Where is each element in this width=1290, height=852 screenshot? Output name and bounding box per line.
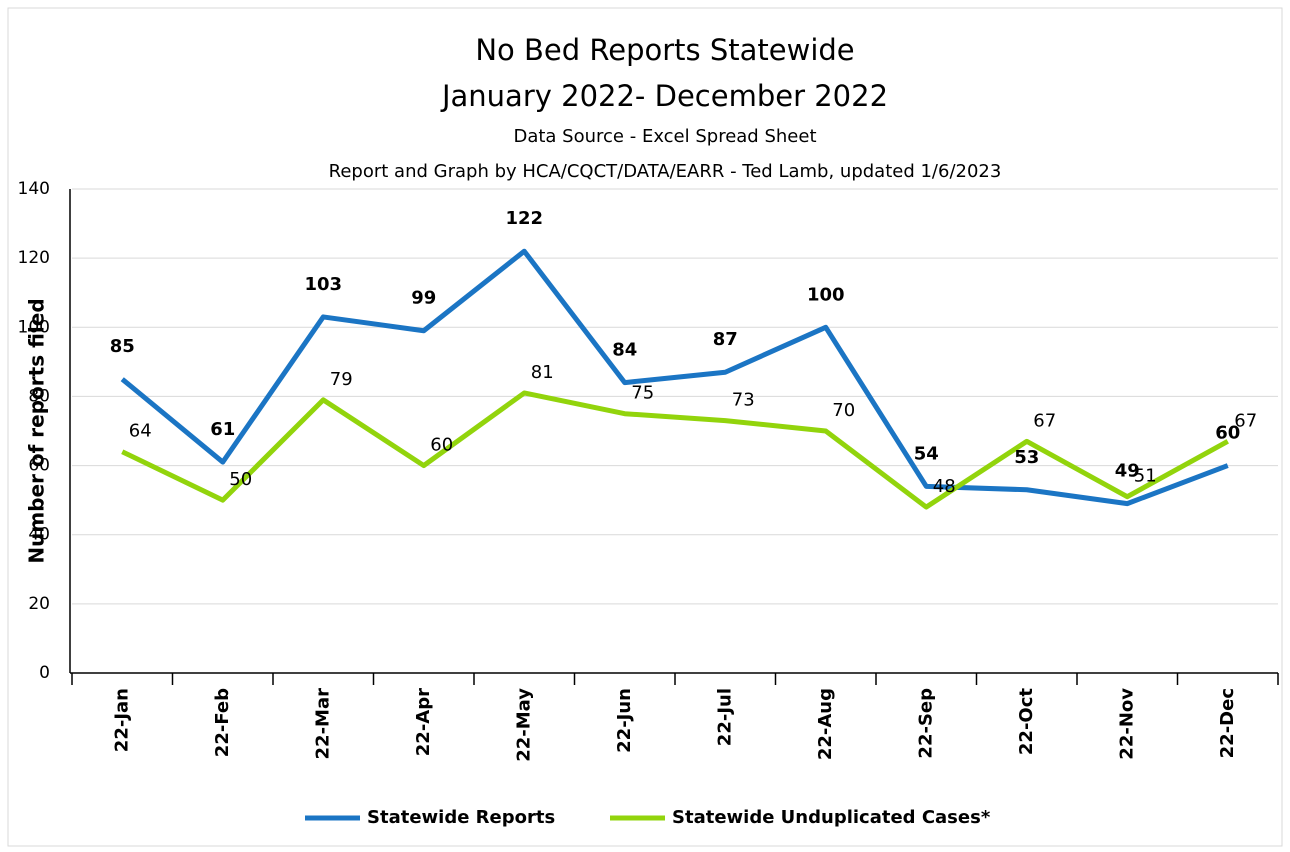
x-tick-label: 22-Oct	[1016, 688, 1037, 755]
x-tick-label: 22-Feb	[212, 688, 233, 757]
x-tick-label: 22-Sep	[915, 688, 936, 759]
data-label: 70	[832, 400, 855, 421]
x-tick-label: 22-Jul	[714, 688, 735, 746]
data-label: 67	[1033, 410, 1056, 431]
data-label: 85	[110, 336, 135, 357]
data-label: 60	[1215, 423, 1240, 444]
data-label: 61	[210, 419, 235, 440]
data-label: 99	[411, 288, 436, 309]
annotation: Report and Graph by HCA/CQCT/DATA/EARR -…	[329, 161, 1002, 182]
series-line	[120, 248, 1229, 507]
data-label: 79	[330, 369, 353, 390]
x-tick-label: 22-Apr	[413, 688, 434, 756]
chart-border	[7, 7, 1283, 847]
x-tick-label: 22-Dec	[1217, 688, 1238, 758]
y-tick-label: 140	[18, 179, 50, 199]
y-tick-label: 60	[28, 456, 50, 476]
data-label: 122	[505, 208, 543, 229]
y-tick-label: 0	[39, 663, 50, 683]
data-label: 81	[531, 362, 554, 383]
data-label: 100	[807, 284, 845, 305]
chart-title: No Bed Reports Statewide	[475, 33, 854, 67]
data-label: 49	[1115, 461, 1140, 482]
chart-subtitle: January 2022- December 2022	[440, 79, 888, 113]
annotation: Data Source - Excel Spread Sheet	[513, 126, 816, 147]
x-tick-label: 22-May	[513, 688, 534, 762]
x-tick-label: 22-Jan	[111, 688, 132, 752]
series-line	[121, 390, 1229, 510]
y-tick-label: 40	[28, 525, 50, 545]
data-label: 53	[1014, 447, 1039, 468]
data-label: 51	[1134, 466, 1157, 487]
x-tick-label: 22-Nov	[1116, 688, 1137, 760]
data-label: 73	[732, 390, 755, 411]
data-label: 64	[129, 421, 152, 442]
legend-label: Statewide Unduplicated Cases*	[672, 807, 991, 828]
data-label: 67	[1234, 410, 1257, 431]
legend-label: Statewide Reports	[367, 807, 555, 828]
x-tick-label: 22-Jun	[614, 688, 635, 753]
y-tick-label: 80	[28, 386, 50, 406]
data-label: 50	[229, 469, 252, 490]
data-label: 87	[713, 329, 738, 350]
y-axis-label: Number of reports filed	[25, 298, 49, 563]
data-label: 84	[612, 340, 637, 361]
x-tick-label: 22-Aug	[815, 688, 836, 760]
data-label: 54	[914, 443, 939, 464]
y-tick-label: 120	[18, 248, 50, 268]
data-label: 103	[304, 274, 342, 295]
x-tick-label: 22-Mar	[312, 688, 333, 760]
data-label: 75	[631, 383, 654, 404]
y-tick-label: 20	[28, 594, 50, 614]
data-label: 60	[430, 435, 453, 456]
data-label: 48	[933, 476, 956, 497]
y-tick-label: 100	[18, 317, 50, 337]
